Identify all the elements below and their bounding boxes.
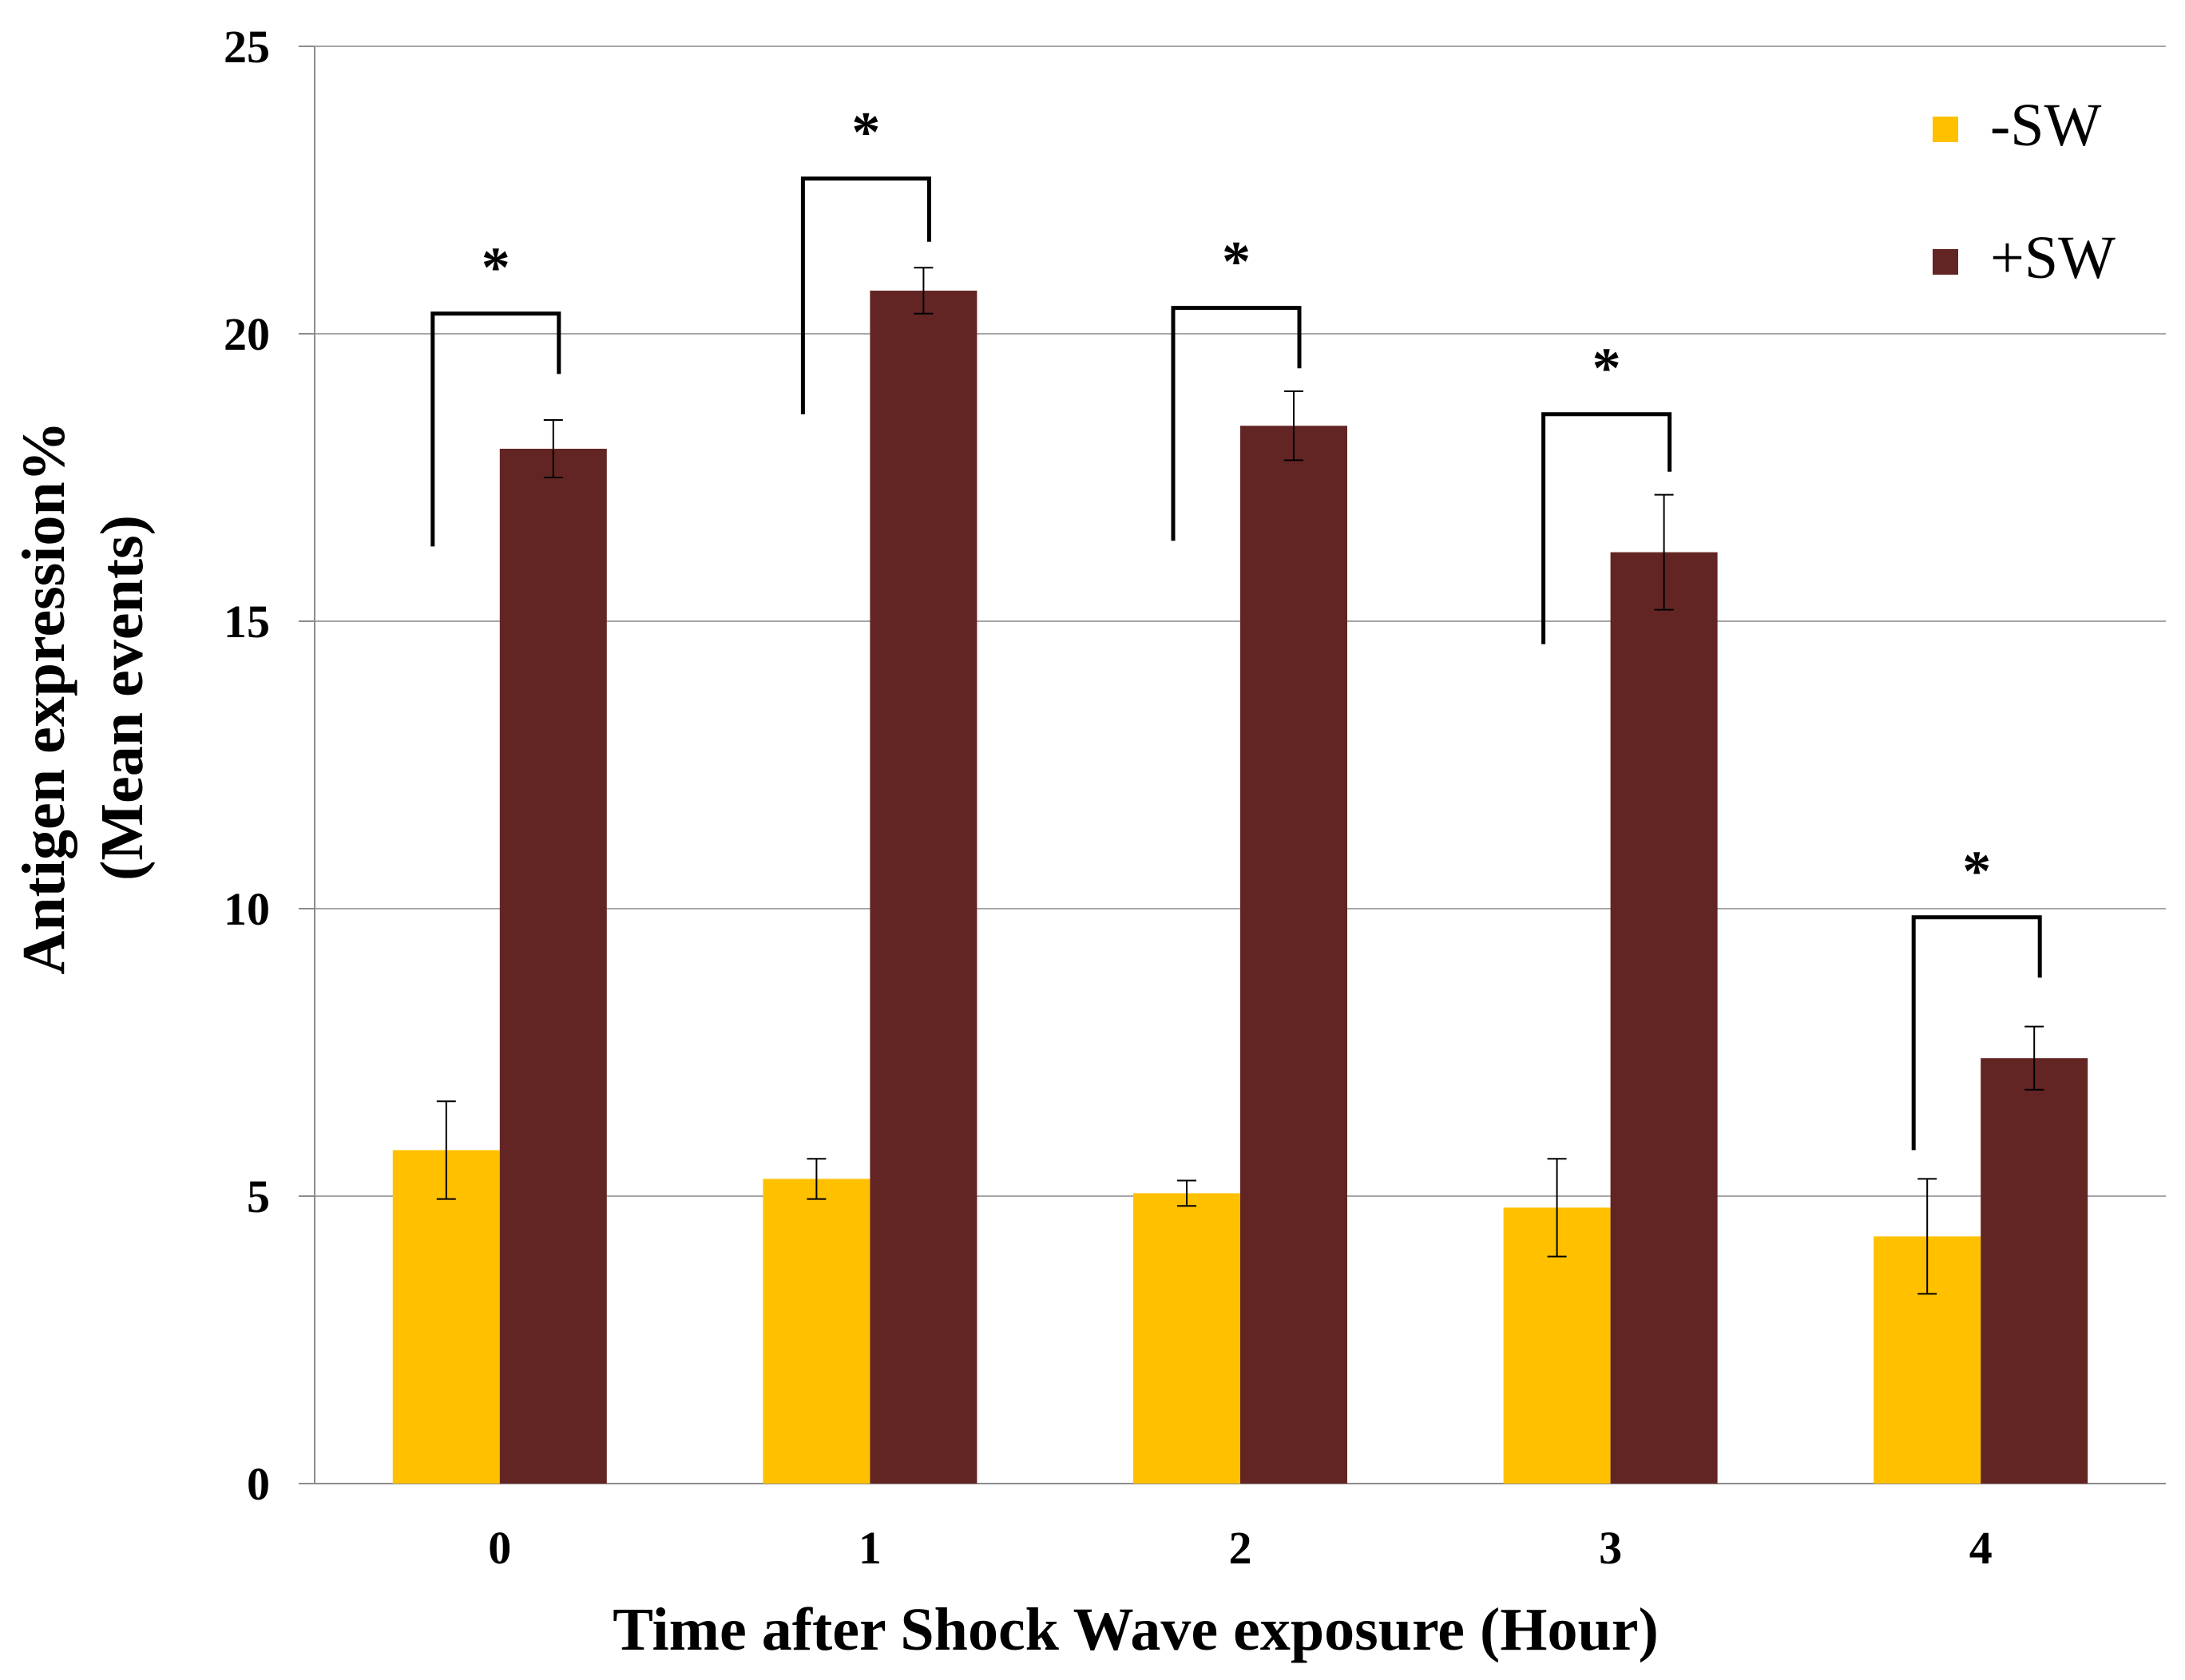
y-tick-label-5: 5 xyxy=(247,1171,270,1222)
significance-brackets: * * * * * xyxy=(430,101,2042,1151)
x-tick-label-1: 1 xyxy=(859,1522,882,1574)
y-tick-label-20: 20 xyxy=(224,308,270,360)
bar-plus-sw-hour-3 xyxy=(1610,552,1718,1484)
bar-minus-sw-hour-2 xyxy=(1133,1193,1240,1484)
x-tick-label-2: 2 xyxy=(1229,1522,1252,1574)
tick-labels: 0 5 10 15 20 25 0 1 2 3 4 xyxy=(224,21,1993,1574)
y-tick-label-10: 10 xyxy=(224,883,270,935)
significance-bracket-hour-1 xyxy=(800,176,931,414)
significance-bracket-hour-3 xyxy=(1541,412,1672,644)
bars xyxy=(392,291,2088,1484)
y-tick-label-25: 25 xyxy=(224,21,270,73)
significance-bracket-hour-4 xyxy=(1911,915,2042,1151)
bar-plus-sw-hour-0 xyxy=(499,449,607,1484)
y-tick-label-0: 0 xyxy=(247,1458,270,1510)
significance-asterisk-hour-2: * xyxy=(1222,230,1251,294)
significance-asterisk-hour-3: * xyxy=(1592,336,1621,400)
legend-swatch-plus-sw xyxy=(1933,249,1958,275)
y-axis-title: Antigen expression% (Mean events) xyxy=(10,421,156,974)
x-tick-label-0: 0 xyxy=(488,1522,511,1574)
x-tick-label-4: 4 xyxy=(1969,1522,1993,1574)
significance-bracket-hour-0 xyxy=(430,311,561,547)
y-axis-title-line-2: (Mean events) xyxy=(89,515,156,881)
bar-minus-sw-hour-0 xyxy=(392,1150,500,1484)
bar-plus-sw-hour-2 xyxy=(1240,426,1347,1484)
error-bars xyxy=(436,267,2044,1295)
y-axis-title-line-1: Antigen expression% xyxy=(10,421,77,974)
significance-bracket-hour-2 xyxy=(1171,306,1302,541)
x-axis-title: Time after Shock Wave exposure (Hour) xyxy=(613,1596,1659,1663)
bar-plus-sw-hour-4 xyxy=(1981,1058,2088,1484)
y-tick-label-15: 15 xyxy=(224,596,270,648)
significance-asterisk-hour-4: * xyxy=(1962,839,1991,903)
x-tick-label-3: 3 xyxy=(1599,1522,1622,1574)
significance-asterisk-hour-1: * xyxy=(851,101,880,164)
legend-swatch-minus-sw xyxy=(1933,117,1958,142)
legend-label-minus-sw: -SW xyxy=(1990,92,2102,159)
bar-minus-sw-hour-1 xyxy=(763,1179,870,1484)
bar-plus-sw-hour-1 xyxy=(870,291,978,1484)
legend-label-plus-sw: +SW xyxy=(1990,224,2116,291)
significance-asterisk-hour-0: * xyxy=(482,236,510,299)
legend: -SW +SW xyxy=(1933,92,2116,291)
